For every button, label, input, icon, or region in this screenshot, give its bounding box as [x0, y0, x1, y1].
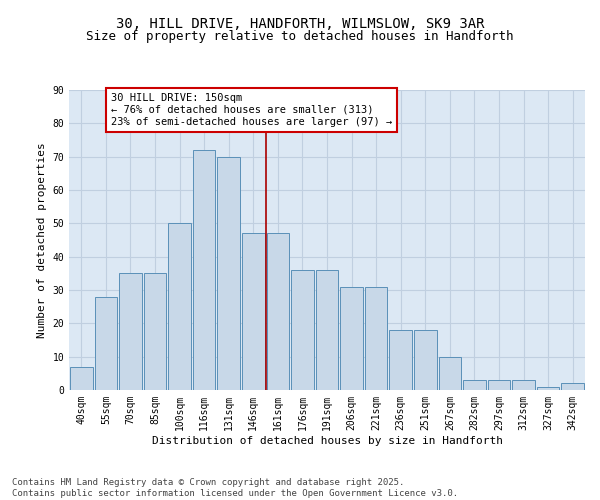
Bar	[193, 150, 215, 390]
Bar	[242, 234, 265, 390]
Bar	[291, 270, 314, 390]
Bar	[365, 286, 388, 390]
Bar	[537, 386, 559, 390]
Bar	[512, 380, 535, 390]
Bar	[143, 274, 166, 390]
Text: 30, HILL DRIVE, HANDFORTH, WILMSLOW, SK9 3AR: 30, HILL DRIVE, HANDFORTH, WILMSLOW, SK9…	[116, 18, 484, 32]
Text: 30 HILL DRIVE: 150sqm
← 76% of detached houses are smaller (313)
23% of semi-det: 30 HILL DRIVE: 150sqm ← 76% of detached …	[111, 94, 392, 126]
Bar	[316, 270, 338, 390]
Y-axis label: Number of detached properties: Number of detached properties	[37, 142, 47, 338]
Bar	[562, 384, 584, 390]
X-axis label: Distribution of detached houses by size in Handforth: Distribution of detached houses by size …	[151, 436, 503, 446]
Bar	[266, 234, 289, 390]
Bar	[389, 330, 412, 390]
Bar	[95, 296, 117, 390]
Bar	[488, 380, 511, 390]
Bar	[70, 366, 92, 390]
Bar	[439, 356, 461, 390]
Text: Size of property relative to detached houses in Handforth: Size of property relative to detached ho…	[86, 30, 514, 43]
Bar	[463, 380, 486, 390]
Bar	[340, 286, 363, 390]
Bar	[168, 224, 191, 390]
Bar	[414, 330, 437, 390]
Bar	[217, 156, 240, 390]
Text: Contains HM Land Registry data © Crown copyright and database right 2025.
Contai: Contains HM Land Registry data © Crown c…	[12, 478, 458, 498]
Bar	[119, 274, 142, 390]
